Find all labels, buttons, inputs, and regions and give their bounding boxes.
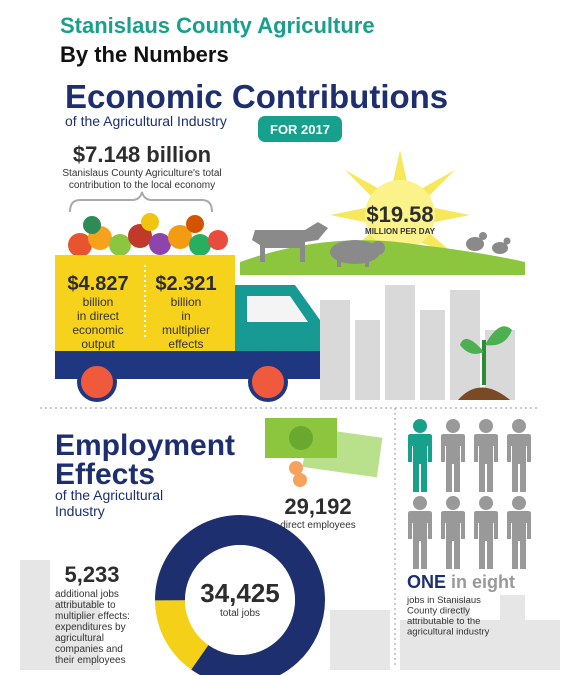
caption-line: companies and [55, 644, 123, 655]
additional-jobs-label: 5,233 [64, 562, 119, 587]
sun [330, 150, 470, 255]
direct-caption: economic [72, 323, 123, 337]
page-title: Stanislaus County Agriculture [60, 13, 375, 38]
caption-line: County directly [407, 606, 470, 617]
donut-segment [155, 515, 325, 675]
total-value: $7.148 billion [73, 142, 211, 167]
caption-line: additional jobs [55, 589, 119, 600]
caption-line: attributable to the [407, 616, 480, 627]
hill [240, 240, 525, 275]
plant [458, 326, 512, 400]
caption-line: expenditures by [55, 622, 126, 633]
section-title: Effects [55, 458, 155, 491]
caption-line: their employees [55, 655, 126, 666]
money [265, 418, 383, 487]
produce [68, 213, 228, 257]
brace [69, 191, 213, 213]
total-jobs-label: 34,425 [200, 578, 280, 608]
direct-jobs-caption: direct employees [280, 520, 356, 531]
wheel [77, 362, 117, 402]
total-caption: Stanislaus County Agriculture's total [62, 168, 221, 179]
ratio: ONE in eight [407, 572, 515, 592]
caption-line: jobs in Stanislaus [406, 595, 481, 606]
donut-hole [185, 545, 295, 655]
direct-value: $4.827 [67, 273, 128, 295]
truck-window [247, 296, 308, 322]
daily-caption: MILLION PER DAY [365, 227, 436, 236]
people [408, 419, 531, 569]
multiplier-caption: multiplier [162, 323, 210, 337]
wheel [248, 362, 288, 402]
direct-jobs-label: 29,192 [284, 494, 351, 519]
badge-text: FOR 2017 [270, 122, 330, 137]
multiplier-caption: in [181, 309, 190, 323]
caption-line: agricultural [55, 633, 104, 644]
direct-caption: output [81, 337, 115, 351]
bottom-skyline [20, 560, 560, 670]
page-subtitle: By the Numbers [60, 42, 229, 67]
ratio-emphasis: ONE [407, 572, 446, 592]
section-subtitle: of the Agricultural [55, 487, 163, 503]
total-jobs-caption: total jobs [220, 608, 260, 619]
section-subtitle: Industry [55, 503, 105, 519]
animals [252, 222, 511, 267]
donut-segment [155, 599, 209, 670]
multiplier-value: $2.321 [155, 273, 216, 295]
section-title: Employment [55, 429, 235, 462]
caption-line: multiplier effects: [55, 611, 130, 622]
donut [155, 515, 325, 675]
direct-caption: in direct [77, 309, 120, 323]
section-subtitle: of the Agricultural Industry [65, 113, 227, 129]
section-title: Economic Contributions [65, 78, 448, 115]
multiplier-caption: effects [168, 337, 203, 351]
multiplier-caption: billion [171, 295, 202, 309]
ratio-rest: in eight [451, 572, 515, 592]
direct-caption: billion [83, 295, 114, 309]
daily-value: $19.58 [366, 202, 433, 227]
caption-line: attributable to [55, 600, 116, 611]
badge [258, 116, 342, 142]
caption-line: agricultural industry [407, 627, 490, 638]
total-caption: contribution to the local economy [69, 180, 215, 191]
